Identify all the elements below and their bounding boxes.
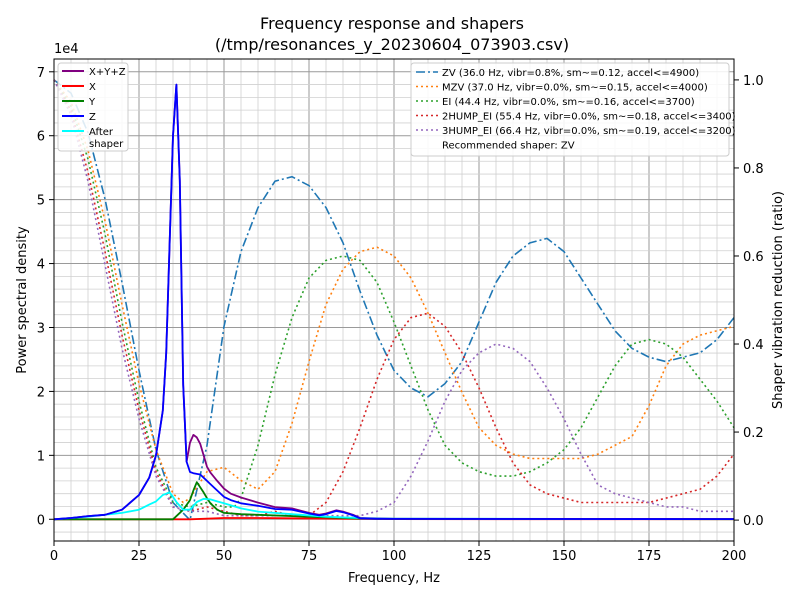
y2-tick-label: 0.2 bbox=[743, 426, 764, 441]
y2-tick-label: 0.0 bbox=[743, 514, 764, 529]
psd-legend: X+Y+Z XYZ After shaper bbox=[57, 62, 129, 152]
x-tick-label: 150 bbox=[552, 549, 577, 564]
y-tick-label: 7 bbox=[37, 66, 45, 81]
y-axis-label: Power spectral density bbox=[15, 226, 30, 374]
shaper-legend: ZV (36.0 Hz, vibr=0.8%, sm~=0.12, accel<… bbox=[410, 62, 736, 157]
axes: 0 25 50 75 100 125 150 175 200 0 1 2 3 4 5 6 7 0.0 0.2 0.4 0… bbox=[37, 66, 764, 564]
y-tick-label: 0 bbox=[37, 513, 45, 528]
legend-label-after-shaper: After shaper bbox=[89, 127, 124, 150]
y2-axis-label: Shaper vibration reduction (ratio) bbox=[771, 191, 786, 409]
y-tick-label: 5 bbox=[37, 194, 45, 209]
series-line-ei bbox=[53, 79, 735, 508]
y-tick-label: 6 bbox=[37, 130, 45, 145]
psd-series-group bbox=[53, 83, 735, 521]
series-line-3hump-ei bbox=[53, 79, 734, 517]
legend-label-mzv: MZV (37.0 Hz, vibr=0.0%, sm~=0.15, accel… bbox=[442, 83, 708, 94]
x-tick-label: 25 bbox=[131, 549, 148, 564]
y2-tick-label: 1.0 bbox=[743, 74, 764, 89]
x-tick-label: 125 bbox=[467, 549, 492, 564]
legend-label-y: Y bbox=[88, 97, 96, 108]
chart-title: Frequency response and shapers bbox=[260, 14, 524, 33]
y-tick-label: 4 bbox=[37, 258, 45, 273]
legend-label-z: Z bbox=[89, 112, 96, 123]
shaper-series-group bbox=[53, 79, 735, 522]
y-tick-label: 2 bbox=[37, 385, 45, 400]
shaper-legend-box bbox=[410, 62, 730, 157]
x-tick-label: 0 bbox=[50, 549, 58, 564]
x-tick-label: 100 bbox=[382, 549, 407, 564]
legend-label-recommended: Recommended shaper: ZV bbox=[442, 141, 575, 152]
series-line-z bbox=[53, 83, 735, 521]
y-offset-label: 1e4 bbox=[54, 42, 79, 57]
x-axis-label: Frequency, Hz bbox=[348, 571, 440, 586]
x-tick-label: 75 bbox=[301, 549, 318, 564]
series-line-zv bbox=[53, 79, 735, 522]
x-tick-label: 50 bbox=[216, 549, 233, 564]
legend-label-zv: ZV (36.0 Hz, vibr=0.8%, sm~=0.12, accel<… bbox=[442, 68, 699, 79]
legend-label-ei: EI (44.4 Hz, vibr=0.0%, sm~=0.16, accel<… bbox=[442, 97, 695, 108]
chart-subtitle: (/tmp/resonances_y_20230604_073903.csv) bbox=[215, 35, 569, 55]
x-tick-label: 175 bbox=[637, 549, 662, 564]
y2-tick-label: 0.6 bbox=[743, 250, 764, 265]
legend-label-3hump-ei: 3HUMP_EI (66.4 Hz, vibr=0.0%, sm~=0.19, … bbox=[442, 126, 736, 137]
legend-label-x: X bbox=[89, 82, 96, 93]
series-line-after-shaper bbox=[53, 491, 735, 521]
series-line-mzv bbox=[53, 79, 735, 504]
y2-tick-label: 0.8 bbox=[743, 162, 764, 177]
legend-label-x-y-z: X+Y+Z bbox=[89, 67, 126, 78]
y-tick-label: 3 bbox=[37, 321, 45, 336]
x-tick-label: 200 bbox=[722, 549, 747, 564]
y-tick-label: 1 bbox=[37, 449, 45, 464]
y2-tick-label: 0.4 bbox=[743, 338, 764, 353]
legend-label-2hump-ei: 2HUMP_EI (55.4 Hz, vibr=0.0%, sm~=0.18, … bbox=[442, 112, 736, 123]
